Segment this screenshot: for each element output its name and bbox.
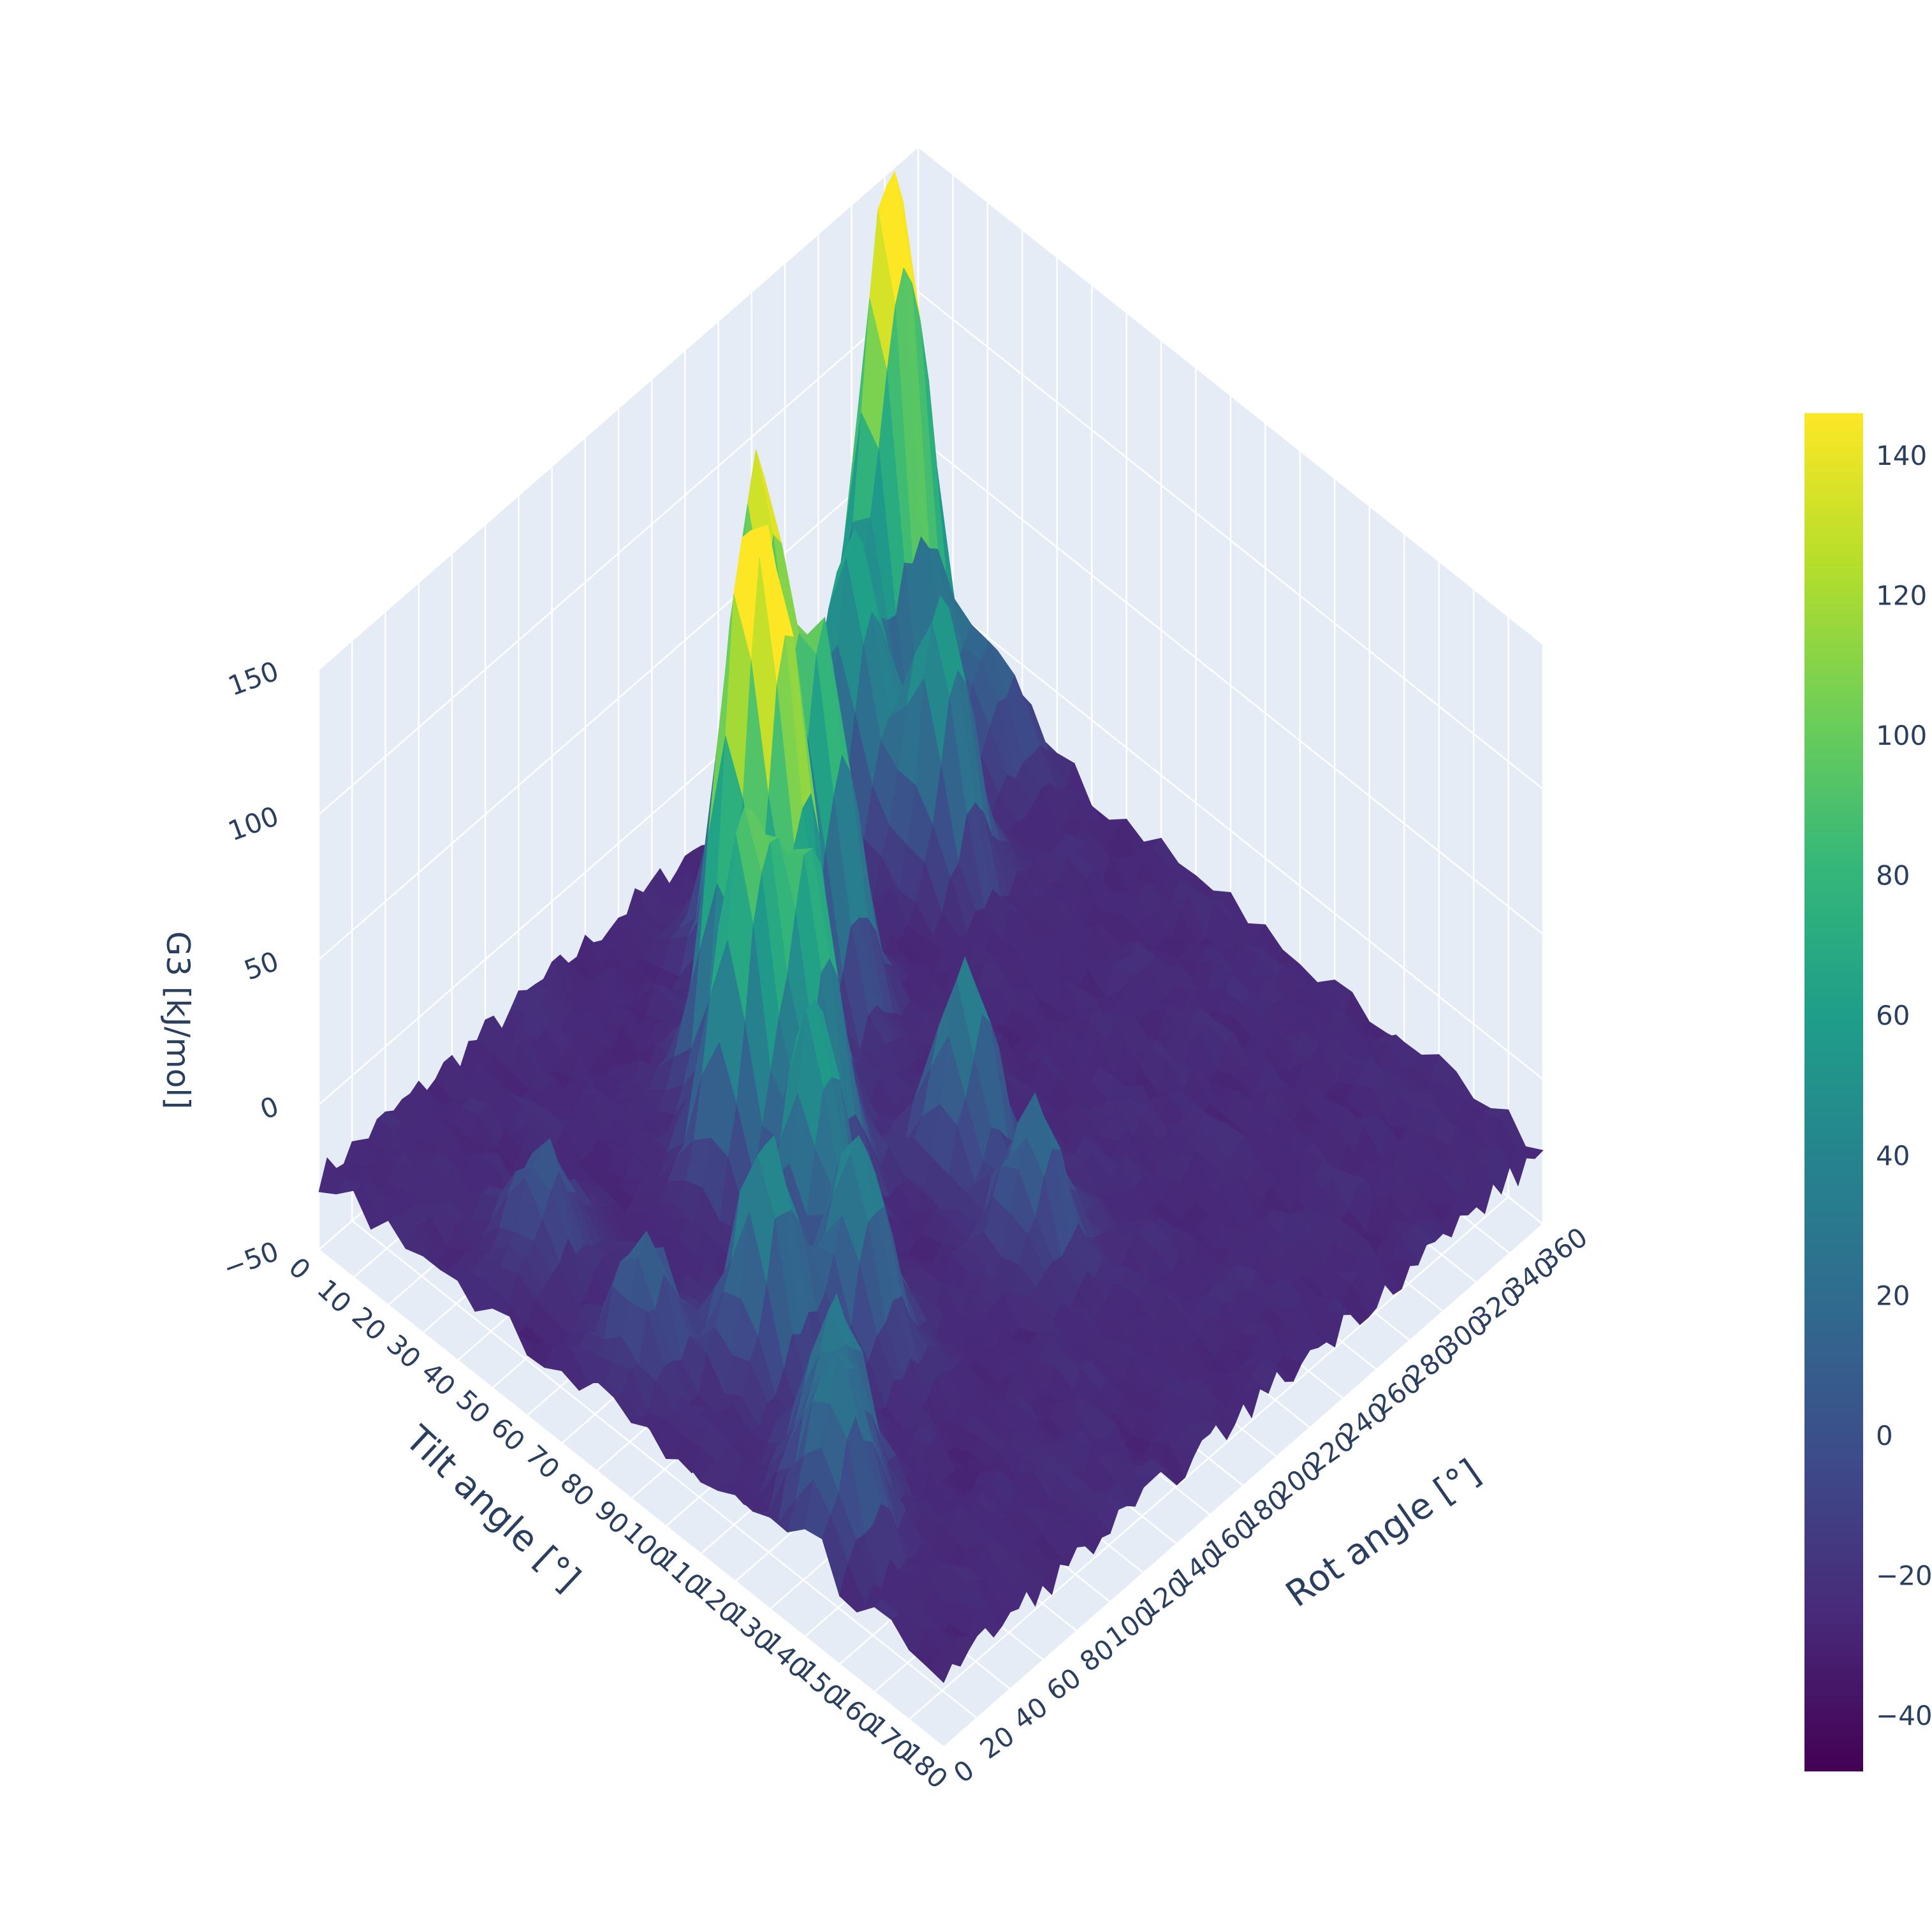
- x-axis-title: Tilt angle [°]: [397, 1418, 588, 1600]
- colorbar-tick-label: 140: [1876, 440, 1927, 471]
- x-tick-label: 10: [311, 1273, 358, 1319]
- grid-line: [918, 146, 1544, 645]
- x-tick-label: 60: [485, 1411, 531, 1457]
- grid-line: [918, 436, 1544, 935]
- x-tick-label: 30: [381, 1328, 427, 1374]
- z-axis-title: G3 [kJ/mol]: [159, 931, 196, 1109]
- z-tick-label: 50: [240, 945, 282, 986]
- y-tick-label: 20: [974, 1720, 1020, 1765]
- colorbar-tick-label: 100: [1876, 720, 1927, 751]
- grid-line: [918, 291, 1544, 790]
- colorbar-tick-label: 20: [1876, 1280, 1910, 1311]
- y-tick-label: 60: [1041, 1662, 1087, 1707]
- x-tick-label: 0: [282, 1251, 316, 1286]
- x-tick-label: 50: [450, 1384, 497, 1430]
- x-tick-label: 70: [520, 1439, 566, 1485]
- colorbar: −40 −20 0 20 40 60 80 100 120 140: [1804, 413, 1932, 1771]
- x-tick-label: 40: [415, 1356, 462, 1402]
- grid-line: [943, 1224, 1544, 1748]
- z-tick-label: −50: [219, 1235, 282, 1284]
- colorbar-tick-label: 80: [1876, 860, 1910, 891]
- surface-cell: [926, 1662, 953, 1683]
- grid-line: [318, 291, 919, 816]
- surface-plot: [318, 170, 1544, 1683]
- colorbar-gradient: [1804, 413, 1863, 1771]
- z-tick-label: 150: [224, 655, 282, 701]
- grid-line: [918, 581, 1544, 1080]
- colorbar-tick-label: 60: [1876, 1000, 1910, 1031]
- colorbar-tick-label: −20: [1876, 1560, 1932, 1592]
- colorbar-tick-label: 0: [1876, 1420, 1893, 1451]
- colorbar-tick-label: 40: [1876, 1140, 1910, 1171]
- grid-line: [318, 146, 919, 670]
- colorbar-tick-label: −40: [1876, 1700, 1932, 1731]
- y-tick-label: 0: [948, 1754, 980, 1789]
- grid-line: [318, 436, 919, 960]
- x-tick-label: 20: [346, 1301, 393, 1347]
- z-tick-label: 0: [256, 1090, 283, 1125]
- z-tick-label: 100: [224, 800, 282, 847]
- y-tick-label: 40: [1007, 1691, 1053, 1736]
- grid-line: [908, 1196, 1509, 1720]
- x-tick-label: 80: [554, 1467, 601, 1513]
- colorbar-tick-label: 120: [1876, 580, 1927, 611]
